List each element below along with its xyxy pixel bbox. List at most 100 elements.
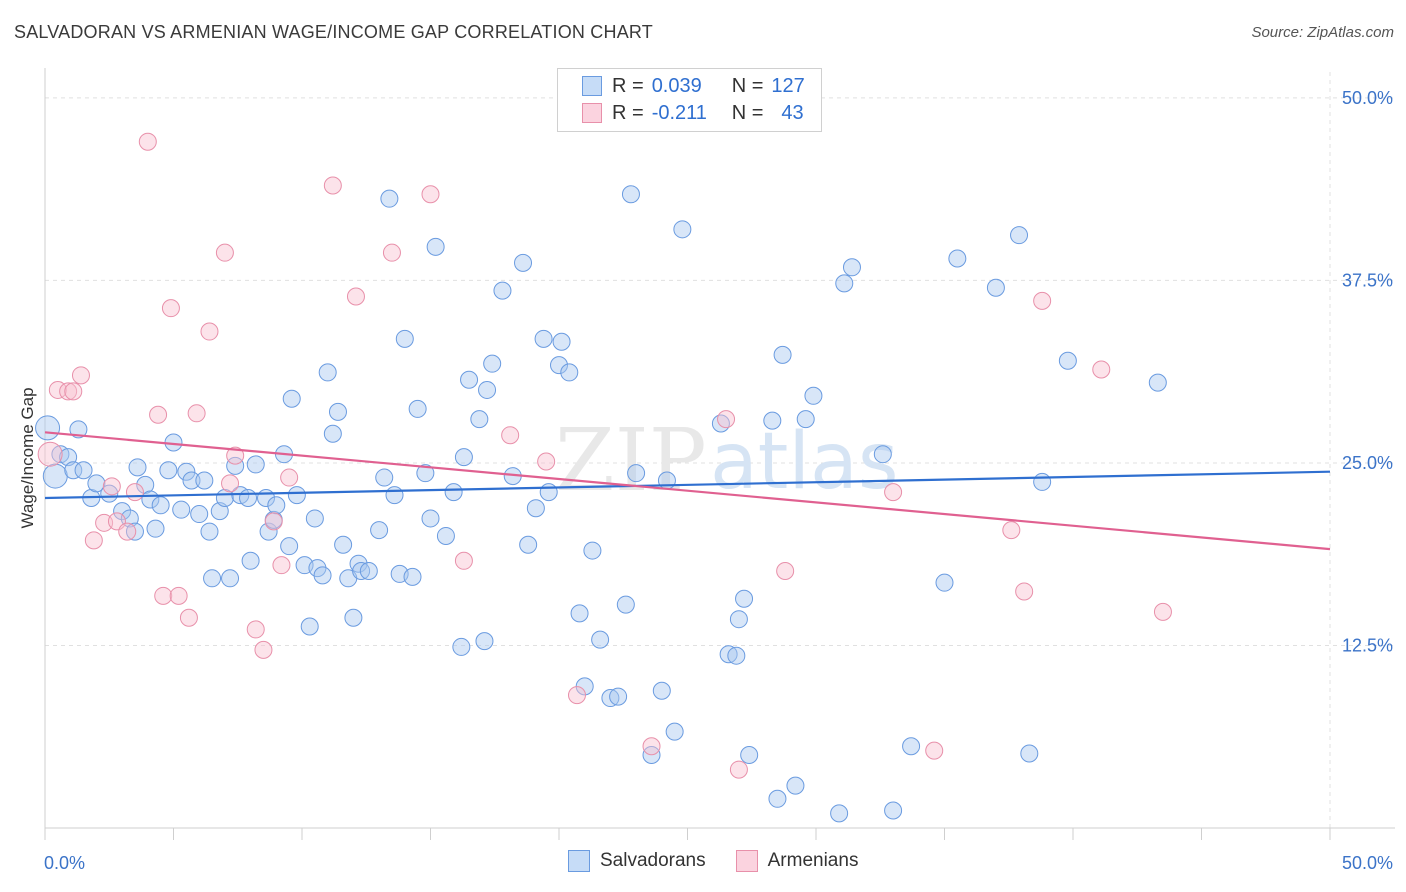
data-point-salvadorans [1020, 744, 1039, 763]
data-point-salvadorans [796, 410, 815, 429]
data-point-salvadorans [313, 566, 332, 585]
data-point-armenians [71, 366, 90, 385]
data-point-salvadorans [421, 509, 440, 528]
data-point-salvadorans [773, 345, 792, 364]
data-point-salvadorans [42, 463, 68, 489]
y-tick-label: 25.0% [1342, 453, 1393, 473]
data-point-salvadorans [552, 332, 571, 351]
data-point-salvadorans [665, 722, 684, 741]
n-value: 127 [771, 74, 805, 97]
tick-labels: 12.5% 25.0% 37.5% 50.0% 0.0% 50.0% [44, 88, 1393, 873]
data-point-armenians [925, 741, 944, 760]
y-tick-label: 12.5% [1342, 635, 1393, 655]
data-point-salvadorans [259, 522, 278, 541]
data-point-salvadorans [300, 617, 319, 636]
data-point-salvadorans [627, 464, 646, 483]
source-label: Source: ZipAtlas.com [1251, 24, 1394, 41]
data-point-salvadorans [673, 220, 692, 239]
data-point-armenians [280, 468, 299, 487]
series-legend: Salvadorans Armenians [568, 850, 888, 872]
data-point-armenians [118, 522, 137, 541]
legend-row-armenians: R = -0.211 N = 43 [582, 100, 804, 126]
data-point-armenians [567, 686, 586, 705]
data-point-salvadorans [519, 535, 538, 554]
data-point-armenians [1092, 360, 1111, 379]
data-point-salvadorans [151, 496, 170, 515]
data-point-salvadorans [804, 386, 823, 405]
data-point-salvadorans [986, 278, 1005, 297]
data-point-salvadorans [416, 464, 435, 483]
data-point-salvadorans [221, 569, 240, 588]
stats-legend: R = 0.039 N = 127 R = -0.211 N = 43 [557, 68, 822, 132]
data-point-salvadorans [470, 410, 489, 429]
data-point-salvadorans [460, 370, 479, 389]
trend-lines [44, 431, 1331, 551]
data-point-salvadorans [884, 801, 903, 820]
data-point-salvadorans [69, 420, 88, 439]
data-point-armenians [59, 382, 78, 401]
data-point-salvadorans [182, 471, 201, 490]
data-point-salvadorans [719, 645, 738, 664]
data-point-salvadorans [305, 509, 324, 528]
data-point-armenians [221, 474, 240, 493]
n-value: 43 [781, 101, 804, 124]
data-point-salvadorans [768, 789, 787, 808]
data-point-salvadorans [1033, 472, 1052, 491]
data-point-salvadorans [493, 281, 512, 300]
data-point-armenians [200, 322, 219, 341]
data-point-armenians [84, 531, 103, 550]
data-point-armenians [264, 512, 283, 531]
data-point-salvadorans [735, 589, 754, 608]
y-tick-label: 50.0% [1342, 88, 1393, 108]
data-point-armenians [125, 483, 144, 502]
data-point-salvadorans [591, 630, 610, 649]
data-point-armenians [717, 410, 736, 429]
data-point-salvadorans [87, 474, 106, 493]
data-point-salvadorans [380, 189, 399, 208]
data-point-salvadorans [601, 689, 620, 708]
y-axis-label: Wage/Income Gap [18, 387, 37, 529]
data-point-armenians [64, 382, 83, 401]
data-point-salvadorans [385, 486, 404, 505]
legend-swatch-armenians [582, 103, 602, 123]
data-point-armenians [154, 586, 173, 605]
data-point-salvadorans [74, 461, 93, 480]
data-point-salvadorans [786, 776, 805, 795]
data-point-salvadorans [226, 456, 245, 475]
data-point-salvadorans [570, 604, 589, 623]
data-point-armenians [421, 185, 440, 204]
data-point-salvadorans [483, 354, 502, 373]
data-point-armenians [161, 299, 180, 318]
data-point-salvadorans [128, 458, 147, 477]
data-point-salvadorans [948, 249, 967, 268]
data-point-armenians [501, 426, 520, 445]
watermark-atlas: atlas [710, 417, 899, 507]
data-point-salvadorans [609, 687, 628, 706]
r-label: R = [612, 101, 644, 124]
data-point-salvadorans [146, 519, 165, 538]
legend-swatch-armenians [735, 850, 758, 872]
data-point-salvadorans [652, 681, 671, 700]
data-point-armenians [346, 287, 365, 306]
data-point-armenians [169, 586, 188, 605]
data-point-salvadorans [136, 475, 155, 494]
x-tick-label: 0.0% [44, 853, 85, 873]
trend-line-armenians [44, 431, 1331, 551]
r-value: 0.039 [651, 74, 702, 97]
data-point-salvadorans [842, 258, 861, 277]
data-point-salvadorans [740, 745, 759, 764]
data-point-salvadorans [35, 415, 61, 441]
legend-item-armenians[interactable]: Armenians [735, 850, 859, 872]
data-point-salvadorans [830, 804, 849, 823]
data-point-armenians [1033, 291, 1052, 310]
legend-item-salvadorans[interactable]: Salvadorans [568, 850, 706, 872]
data-point-salvadorans [763, 411, 782, 430]
data-point-armenians [226, 446, 245, 465]
data-point-salvadorans [352, 562, 371, 581]
y-tick-label: 37.5% [1342, 270, 1393, 290]
data-point-salvadorans [349, 554, 368, 573]
data-point-salvadorans [375, 468, 394, 487]
data-point-salvadorans [195, 471, 214, 490]
data-point-armenians [1015, 582, 1034, 601]
legend-label-armenians: Armenians [767, 850, 859, 871]
